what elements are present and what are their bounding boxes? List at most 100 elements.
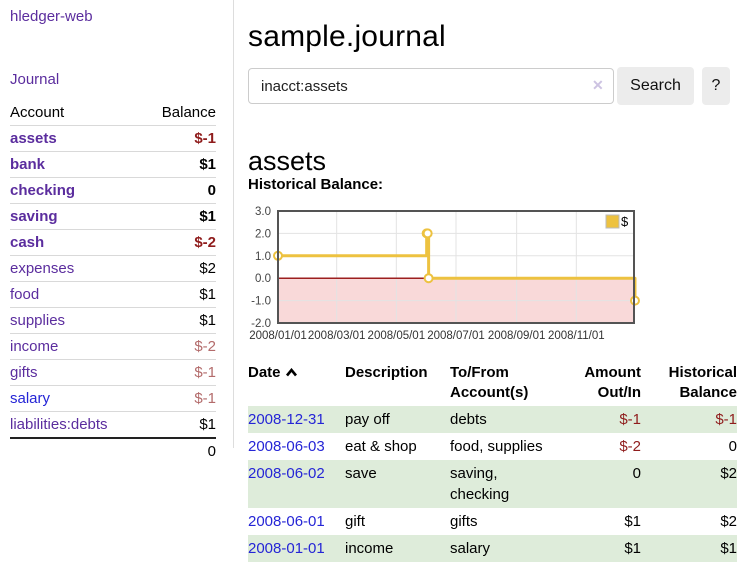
transaction-accounts: gifts (450, 513, 478, 530)
account-link-expenses[interactable]: expenses (10, 260, 75, 277)
svg-text:2.0: 2.0 (255, 228, 271, 240)
register-row: 2008-06-03 eat & shop food, supplies $-2… (248, 433, 737, 460)
account-link-food[interactable]: food (10, 286, 40, 303)
account-row-liabilities-debts: liabilities:debts $1 (10, 411, 216, 439)
account-row-gifts: gifts $-1 (10, 359, 216, 386)
sidebar: hledger-web Journal Account Balance asse… (0, 0, 234, 460)
account-link-cash[interactable]: cash (10, 234, 45, 251)
account-balance: $-2 (194, 234, 216, 251)
register-row: 2008-06-02 save saving, checking 0 $2 (248, 460, 737, 508)
accounts-table: Account Balance assets $-1 bank $1 check… (10, 100, 216, 464)
app-brand-link[interactable]: hledger-web (10, 8, 93, 25)
svg-text:-2.0: -2.0 (251, 318, 271, 330)
svg-text:2008/07/01: 2008/07/01 (427, 330, 485, 342)
transaction-balance: $2 (720, 465, 737, 482)
transaction-accounts: salary (450, 540, 491, 557)
register-row: 2008-12-31 pay off debts $-1 $-1 (248, 406, 737, 433)
account-row-assets: assets $-1 (10, 125, 216, 152)
account-balance: $-1 (194, 390, 216, 407)
account-row-saving: saving $1 (10, 203, 216, 230)
account-balance: $1 (199, 312, 216, 329)
account-link-gifts[interactable]: gifts (10, 364, 38, 381)
accounts-total-balance: 0 (207, 443, 216, 460)
account-row-income: income $-2 (10, 333, 216, 360)
account-row-bank: bank $1 (10, 151, 216, 178)
account-link-income[interactable]: income (10, 338, 59, 355)
accounts-header-account: Account (10, 104, 65, 121)
svg-text:2008/03/01: 2008/03/01 (308, 330, 366, 342)
transaction-balance: $2 (720, 513, 737, 530)
svg-text:$: $ (621, 214, 629, 229)
transaction-date-link[interactable]: 2008-06-03 (248, 438, 325, 455)
account-link-liabilities-debts[interactable]: liabilities:debts (10, 416, 108, 433)
transaction-date-link[interactable]: 2008-12-31 (248, 411, 325, 428)
chart-title: Historical Balance: (248, 176, 384, 193)
account-balance: $1 (199, 208, 216, 225)
help-button[interactable]: ? (702, 67, 730, 105)
account-balance: $2 (199, 260, 216, 277)
account-heading: assets (248, 146, 327, 177)
historical-balance-chart: 3.0 2.0 1.0 0.0 -1.0 -2.0 2008/01/01 2008/03/01… (248, 204, 708, 344)
svg-text:3.0: 3.0 (255, 206, 271, 218)
account-link-bank[interactable]: bank (10, 156, 46, 173)
account-balance: $-1 (194, 364, 216, 381)
register-table: Date Description To/From Account(s) Amou… (248, 360, 737, 562)
accounts-header-row: Account Balance (10, 100, 216, 126)
sidebar-journal-link[interactable]: Journal (10, 71, 60, 88)
transaction-amount: $1 (624, 540, 641, 557)
transaction-date-link[interactable]: 2008-06-02 (248, 465, 325, 482)
transaction-date-link[interactable]: 2008-01-01 (248, 540, 325, 557)
transaction-accounts: debts (450, 411, 487, 428)
transaction-date-link[interactable]: 2008-06-01 (248, 513, 325, 530)
register-header-row: Date Description To/From Account(s) Amou… (248, 360, 737, 406)
transaction-description: pay off (345, 411, 390, 428)
transaction-accounts: food, supplies (450, 438, 543, 455)
svg-text:2008/11/01: 2008/11/01 (548, 330, 605, 342)
account-balance: 0 (207, 182, 216, 199)
account-link-supplies[interactable]: supplies (10, 312, 66, 329)
transaction-amount: 0 (632, 465, 641, 482)
register-header-description: Description (345, 364, 428, 381)
account-link-assets[interactable]: assets (10, 130, 57, 147)
account-balance: $-1 (194, 130, 216, 147)
transaction-description: save (345, 465, 377, 482)
search-button[interactable]: Search (617, 67, 694, 105)
transaction-amount: $-2 (619, 438, 641, 455)
transaction-accounts: saving, checking (450, 465, 510, 503)
account-link-checking[interactable]: checking (10, 182, 76, 199)
sort-ascending-icon (285, 363, 298, 383)
svg-text:2008/01/01: 2008/01/01 (249, 330, 307, 342)
account-link-salary[interactable]: salary (10, 390, 51, 407)
accounts-total-row: 0 (10, 438, 216, 464)
register-header-date[interactable]: Date (248, 360, 345, 406)
account-balance: $1 (199, 416, 216, 433)
transaction-balance: 0 (728, 438, 737, 455)
search-input[interactable] (248, 68, 614, 104)
register-row: 2008-06-01 gift gifts $1 $2 (248, 508, 737, 535)
account-balance: $-2 (194, 338, 216, 355)
account-row-checking: checking 0 (10, 177, 216, 204)
register-header-amount: Amount Out/In (584, 364, 641, 401)
register-row: 2008-01-01 income salary $1 $1 (248, 535, 737, 562)
transaction-amount: $1 (624, 513, 641, 530)
account-row-cash: cash $-2 (10, 229, 216, 256)
svg-text:1.0: 1.0 (255, 251, 271, 263)
account-row-salary: salary $-1 (10, 385, 216, 412)
svg-text:0.0: 0.0 (255, 273, 271, 285)
svg-text:-1.0: -1.0 (251, 296, 271, 308)
account-row-food: food $1 (10, 281, 216, 308)
transaction-description: eat & shop (345, 438, 417, 455)
account-balance: $1 (199, 286, 216, 303)
svg-text:2008/09/01: 2008/09/01 (488, 330, 546, 342)
transaction-description: gift (345, 513, 366, 530)
transaction-amount: $-1 (619, 411, 641, 428)
account-link-saving[interactable]: saving (10, 208, 58, 225)
transaction-balance: $1 (720, 540, 737, 557)
account-row-expenses: expenses $2 (10, 255, 216, 282)
clear-search-icon[interactable]: ✕ (592, 77, 604, 93)
account-balance: $1 (199, 156, 216, 173)
svg-text:2008/05/01: 2008/05/01 (368, 330, 426, 342)
register-header-accounts: To/From Account(s) (450, 364, 529, 401)
register-header-balance: Historical Balance (668, 364, 737, 401)
